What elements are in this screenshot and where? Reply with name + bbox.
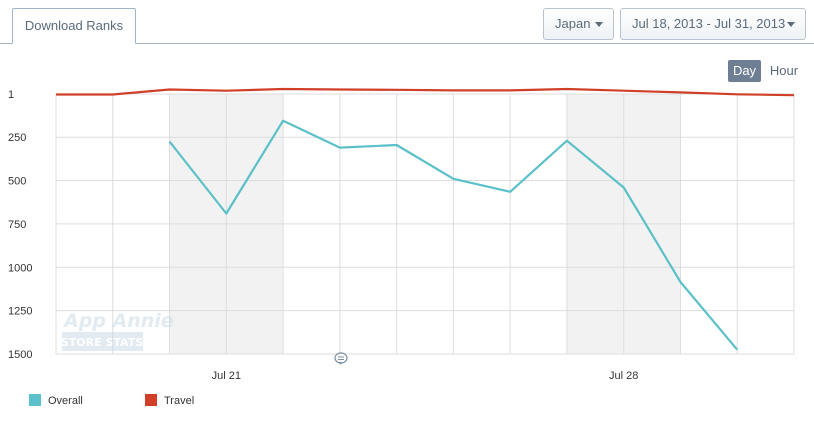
annotation-icon[interactable] xyxy=(334,352,348,365)
legend-item-travel[interactable]: Travel xyxy=(145,394,194,408)
app-annie-watermark: App Annie STORE STATS xyxy=(61,310,174,351)
header-bar: Download Ranks Japan Jul 18, 2013 - Jul … xyxy=(0,0,814,44)
x-axis-ticks: Jul 21 Jul 28 xyxy=(212,370,639,382)
y-tick-label: 1000 xyxy=(8,262,32,274)
y-tick-label: 750 xyxy=(8,219,26,231)
series-line-travel xyxy=(56,87,795,97)
country-dropdown[interactable]: Japan xyxy=(543,8,614,40)
y-tick-label: 1 xyxy=(8,89,14,101)
date-range-dropdown-label: Jul 18, 2013 - Jul 31, 2013 xyxy=(632,16,786,31)
caret-down-icon xyxy=(595,22,603,27)
legend-item-overall[interactable]: Overall xyxy=(29,394,83,408)
y-tick-label: 250 xyxy=(8,132,26,144)
y-tick-label: 1500 xyxy=(8,349,32,361)
legend-swatch-overall xyxy=(29,394,41,406)
date-range-dropdown[interactable]: Jul 18, 2013 - Jul 31, 2013 xyxy=(620,8,806,40)
caret-down-icon xyxy=(787,22,795,27)
header-divider xyxy=(0,43,814,44)
x-tick-label: Jul 28 xyxy=(609,370,638,382)
country-dropdown-label: Japan xyxy=(555,16,591,31)
hour-button[interactable]: Hour xyxy=(769,63,799,78)
chart-series xyxy=(56,87,795,351)
day-button[interactable]: Day xyxy=(728,60,761,82)
legend-swatch-travel xyxy=(145,394,157,406)
download-ranks-chart: App Annie STORE STATS 125050075010001250… xyxy=(8,87,795,382)
svg-text:App Annie: App Annie xyxy=(62,310,174,332)
svg-text:STORE STATS: STORE STATS xyxy=(61,336,143,349)
y-tick-label: 1250 xyxy=(8,306,32,318)
tab-download-ranks[interactable]: Download Ranks xyxy=(12,8,136,44)
series-line-overall xyxy=(168,119,739,351)
legend-label-travel: Travel xyxy=(164,395,195,407)
y-tick-label: 500 xyxy=(8,176,26,188)
legend-label-overall: Overall xyxy=(48,395,83,407)
x-tick-label: Jul 21 xyxy=(212,370,241,382)
